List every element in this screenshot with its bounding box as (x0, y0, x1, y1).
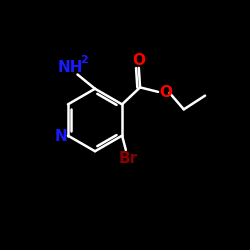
Text: O: O (159, 85, 172, 100)
Text: NH: NH (58, 60, 84, 74)
Text: Br: Br (119, 150, 138, 166)
Text: O: O (132, 54, 145, 68)
Text: N: N (54, 130, 67, 144)
Text: 2: 2 (80, 55, 88, 65)
